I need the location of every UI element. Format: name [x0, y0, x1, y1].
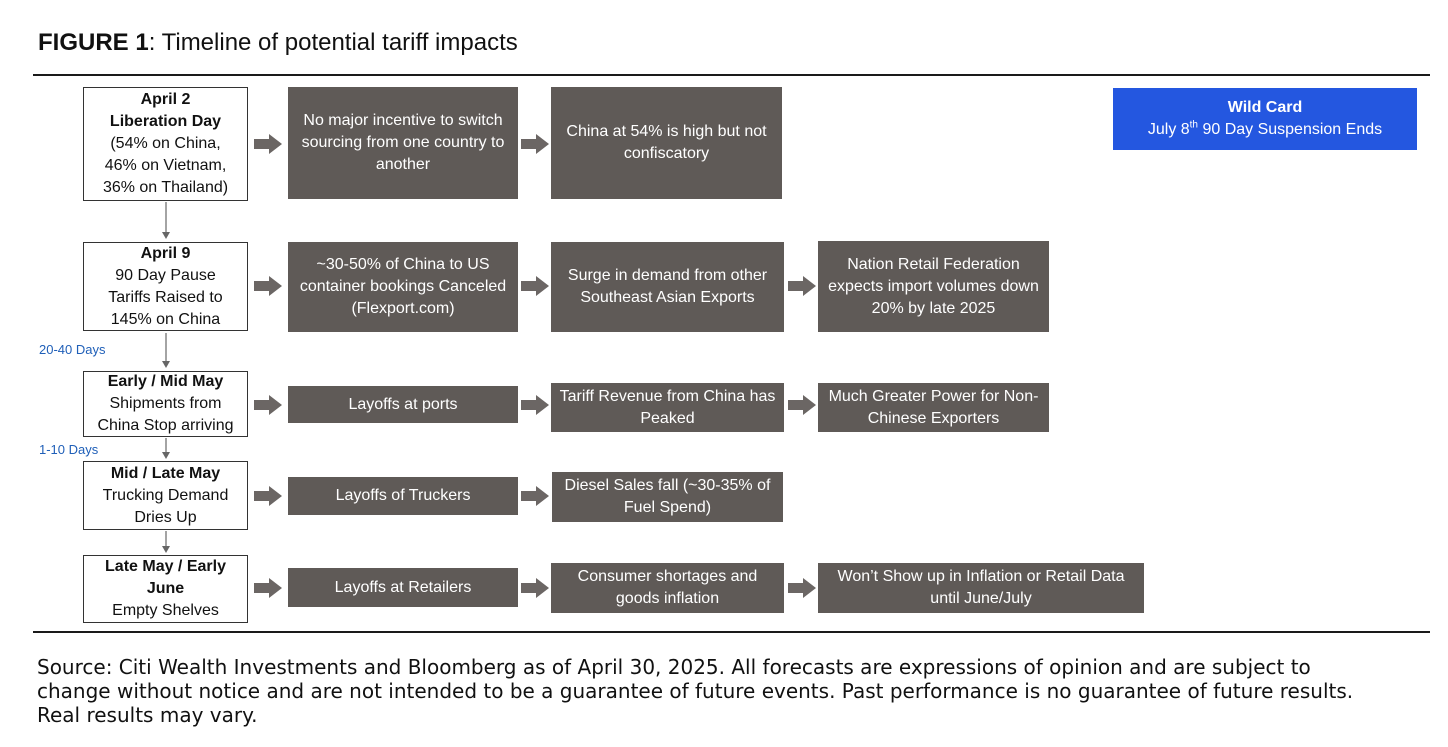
right-arrow-icon	[254, 395, 282, 415]
stage-heading: April 9	[140, 244, 191, 262]
impact-box: Tariff Revenue from China has Peaked	[551, 383, 784, 432]
stage-early-mid-may: Early / Mid May Shipments from China Sto…	[83, 371, 248, 437]
figure-label: FIGURE 1	[38, 29, 149, 56]
stage-line: 46% on Vietnam,	[104, 157, 227, 174]
down-arrow-icon	[162, 438, 170, 459]
wild-card-event: 90 Day Suspension Ends	[1198, 121, 1383, 138]
right-arrow-icon	[254, 276, 282, 296]
stage-heading: Early / Mid May	[107, 373, 224, 390]
stage-line: Empty Shelves	[112, 602, 219, 619]
impact-box: China at 54% is high but not confiscator…	[551, 87, 782, 199]
impact-box: Consumer shortages and goods inflation	[551, 563, 784, 613]
stage-april-2: April 2 Liberation Day (54% on China, 46…	[83, 87, 248, 201]
stage-line: 36% on Thailand)	[102, 179, 229, 196]
stage-line: 90 Day Pause	[115, 266, 216, 284]
figure-title: FIGURE 1: Timeline of potential tariff i…	[38, 28, 518, 58]
right-arrow-icon	[521, 578, 549, 598]
stage-line: (54% on China,	[110, 135, 221, 152]
impact-box: Nation Retail Federation expects import …	[818, 241, 1049, 332]
impact-box: ~30-50% of China to US container booking…	[288, 242, 518, 332]
duration-label: 20-40 Days	[39, 342, 106, 357]
wild-card-date: July 8	[1147, 121, 1190, 138]
top-rule	[33, 74, 1430, 76]
impact-box: Layoffs at Retailers	[288, 568, 518, 607]
stage-heading: April 2	[140, 91, 191, 108]
wild-card-heading: Wild Card	[1227, 99, 1303, 116]
impact-box: Layoffs at ports	[288, 386, 518, 423]
stage-late-may-early-june: Late May / Early June Empty Shelves	[83, 555, 248, 623]
right-arrow-icon	[521, 276, 549, 296]
impact-box: No major incentive to switch sourcing fr…	[288, 87, 518, 199]
stage-line: 145% on China	[110, 310, 221, 328]
wild-card-text: July 8th 90 Day Suspension Ends	[1148, 119, 1382, 141]
right-arrow-icon	[254, 578, 282, 598]
right-arrow-icon	[788, 276, 816, 296]
down-arrow-icon	[162, 333, 170, 368]
stage-line: Trucking Demand	[102, 486, 229, 504]
right-arrow-icon	[788, 578, 816, 598]
wild-card-ordinal: th	[1189, 119, 1198, 131]
stage-line: Dries Up	[134, 508, 197, 526]
bottom-rule	[33, 631, 1430, 633]
impact-box: Won’t Show up in Inflation or Retail Dat…	[818, 563, 1144, 613]
down-arrow-icon	[162, 531, 170, 553]
source-note: Source: Citi Wealth Investments and Bloo…	[37, 655, 1354, 727]
figure-title-text: : Timeline of potential tariff impacts	[148, 29, 518, 56]
wild-card-box: Wild Card July 8th 90 Day Suspension End…	[1113, 88, 1417, 150]
impact-box: Much Greater Power for Non-Chinese Expor…	[818, 383, 1049, 432]
stage-heading: June	[146, 580, 185, 597]
impact-box: Layoffs of Truckers	[288, 477, 518, 515]
impact-box: Diesel Sales fall (~30-35% of Fuel Spend…	[552, 472, 783, 522]
stage-heading: Liberation Day	[109, 113, 222, 130]
right-arrow-icon	[788, 395, 816, 415]
stage-april-9: April 9 90 Day Pause Tariffs Raised to 1…	[83, 242, 248, 331]
stage-line: Tariffs Raised to	[108, 288, 223, 306]
stage-mid-late-may: Mid / Late May Trucking Demand Dries Up	[83, 461, 248, 530]
right-arrow-icon	[254, 134, 282, 154]
right-arrow-icon	[521, 486, 549, 506]
stage-line: Shipments from	[109, 395, 222, 412]
duration-label: 1-10 Days	[39, 442, 99, 457]
right-arrow-icon	[521, 134, 549, 154]
stage-heading: Late May / Early	[105, 558, 226, 575]
down-arrow-icon	[162, 202, 170, 239]
right-arrow-icon	[254, 486, 282, 506]
stage-line: China Stop arriving	[97, 417, 234, 434]
right-arrow-icon	[521, 395, 549, 415]
stage-heading: Mid / Late May	[110, 464, 221, 482]
impact-box: Surge in demand from other Southeast Asi…	[551, 242, 784, 332]
